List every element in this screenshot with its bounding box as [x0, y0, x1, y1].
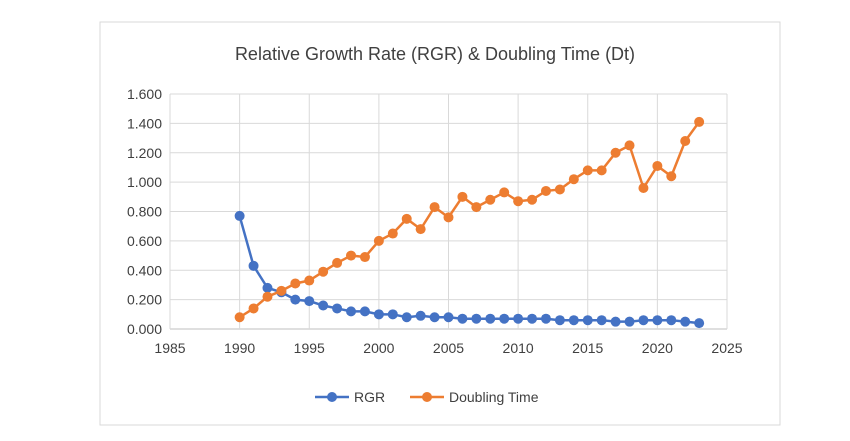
data-point	[443, 312, 454, 323]
data-point	[318, 266, 329, 277]
data-point	[499, 313, 510, 324]
y-tick-label: 1.600	[127, 86, 162, 102]
data-point	[568, 174, 579, 185]
data-point	[624, 140, 635, 151]
data-point	[415, 310, 426, 321]
data-point	[457, 313, 468, 324]
data-point	[694, 116, 705, 127]
data-point	[332, 257, 343, 268]
data-point	[652, 160, 663, 171]
data-point	[596, 315, 607, 326]
data-point	[304, 275, 315, 286]
data-point	[415, 224, 426, 235]
data-point	[582, 165, 593, 176]
legend-label: RGR	[354, 389, 385, 405]
data-point	[429, 312, 440, 323]
data-point	[373, 309, 384, 320]
data-point	[262, 282, 273, 293]
x-tick-label: 2020	[642, 340, 673, 356]
data-point	[318, 300, 329, 311]
data-point	[373, 235, 384, 246]
data-point	[387, 228, 398, 239]
data-point	[527, 194, 538, 205]
data-point	[387, 309, 398, 320]
x-tick-label: 2015	[572, 340, 603, 356]
y-tick-label: 1.400	[127, 115, 162, 131]
y-tick-label: 1.000	[127, 174, 162, 190]
data-point	[540, 313, 551, 324]
chart-border	[99, 21, 781, 426]
y-tick-label: 0.400	[127, 262, 162, 278]
data-point	[694, 318, 705, 329]
x-tick-label: 2005	[433, 340, 464, 356]
data-point	[582, 315, 593, 326]
data-point	[513, 196, 524, 207]
y-tick-label: 0.000	[127, 321, 162, 337]
data-point	[680, 136, 691, 146]
data-point	[540, 185, 551, 196]
series-line-rgr	[238, 215, 700, 325]
data-point	[666, 171, 677, 182]
data-point	[666, 315, 677, 326]
data-point	[429, 202, 440, 213]
data-point	[359, 252, 370, 263]
x-tick-label: 1985	[154, 340, 185, 356]
legend-marker	[327, 392, 337, 402]
y-tick-label: 0.600	[127, 233, 162, 249]
legend-label: Doubling Time	[449, 389, 539, 405]
data-point	[276, 285, 287, 296]
data-point	[638, 183, 649, 193]
data-point	[234, 312, 245, 323]
series-line-doubling-time	[238, 121, 701, 319]
data-point	[554, 184, 565, 195]
data-point	[248, 303, 259, 314]
y-tick-label: 0.200	[127, 292, 162, 308]
data-point	[401, 312, 412, 323]
legend-marker	[422, 392, 432, 402]
data-point	[401, 213, 412, 224]
data-point	[304, 296, 315, 307]
data-point	[680, 316, 691, 327]
chart-title: Relative Growth Rate (RGR) & Doubling Ti…	[235, 44, 635, 64]
data-point	[485, 194, 496, 205]
data-point	[248, 260, 259, 271]
data-point	[346, 306, 357, 317]
x-tick-label: 1990	[224, 340, 255, 356]
y-tick-label: 0.800	[127, 204, 162, 220]
x-tick-label: 2025	[711, 340, 742, 356]
data-point	[624, 316, 635, 327]
data-point	[499, 187, 510, 198]
data-point	[471, 202, 482, 213]
data-point	[554, 315, 565, 326]
data-point	[332, 303, 343, 314]
x-tick-label: 2010	[503, 340, 534, 356]
data-point	[443, 212, 454, 223]
data-point	[262, 291, 273, 302]
data-point	[290, 294, 301, 305]
x-tick-label: 2000	[363, 340, 394, 356]
data-point	[610, 147, 621, 158]
data-point	[346, 250, 357, 261]
data-point	[471, 313, 482, 324]
data-point	[596, 165, 607, 176]
data-point	[485, 313, 496, 324]
data-point	[457, 191, 468, 202]
data-point	[652, 315, 663, 326]
data-point	[359, 306, 370, 317]
y-tick-label: 1.200	[127, 145, 162, 161]
data-point	[513, 313, 524, 324]
x-tick-label: 1995	[294, 340, 325, 356]
data-point	[290, 278, 301, 289]
data-point	[527, 313, 538, 324]
data-point	[610, 316, 621, 327]
data-point	[568, 315, 579, 326]
data-point	[638, 315, 649, 326]
data-point	[234, 210, 245, 221]
